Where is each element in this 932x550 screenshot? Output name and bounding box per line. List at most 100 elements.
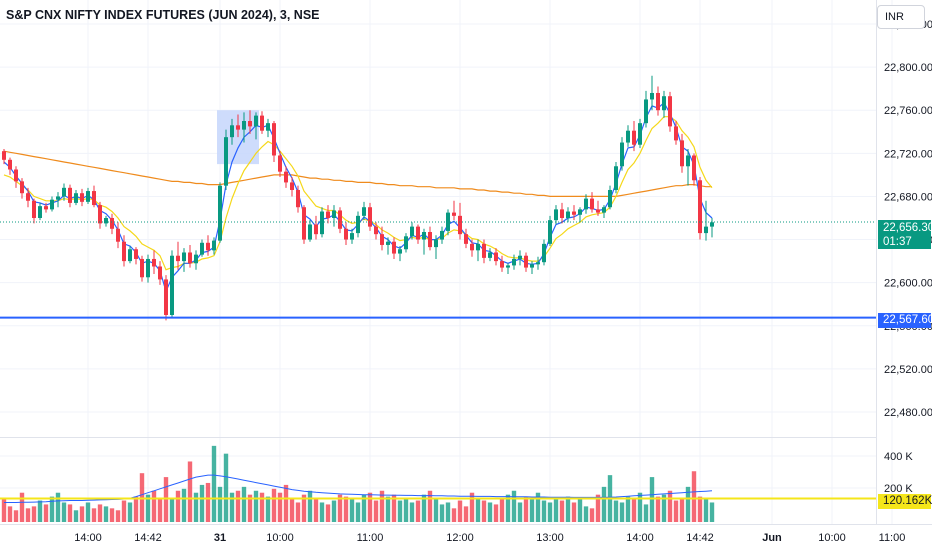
- volume-bar[interactable]: [247, 494, 253, 522]
- volume-bar[interactable]: [301, 494, 307, 522]
- candle[interactable]: [128, 246, 132, 264]
- candle[interactable]: [578, 207, 582, 223]
- candle[interactable]: [56, 192, 60, 208]
- candle[interactable]: [8, 157, 12, 175]
- candle[interactable]: [50, 196, 54, 212]
- volume-bar[interactable]: [571, 502, 577, 522]
- volume-bar[interactable]: [679, 498, 685, 522]
- candle[interactable]: [32, 198, 36, 224]
- volume-bar[interactable]: [709, 502, 715, 522]
- volume-bar[interactable]: [565, 496, 571, 522]
- candle[interactable]: [326, 205, 330, 224]
- volume-bar[interactable]: [373, 500, 379, 522]
- volume-bar[interactable]: [397, 500, 403, 522]
- volume-bar[interactable]: [577, 498, 583, 522]
- volume-bar[interactable]: [187, 461, 193, 522]
- candle[interactable]: [80, 188, 84, 207]
- candle[interactable]: [710, 218, 714, 238]
- candle[interactable]: [542, 239, 546, 266]
- candle[interactable]: [26, 187, 30, 208]
- volume-bar[interactable]: [619, 502, 625, 522]
- volume-bar[interactable]: [115, 510, 121, 522]
- candle[interactable]: [290, 177, 294, 197]
- time-axis[interactable]: 14:00 14:42 31 10:00 11:00 12:00 13:00 14:00 14:…: [74, 532, 905, 544]
- candle[interactable]: [602, 205, 606, 218]
- candle[interactable]: [164, 275, 168, 321]
- volume-bar[interactable]: [127, 502, 133, 522]
- candle[interactable]: [176, 241, 180, 270]
- candle[interactable]: [518, 250, 522, 266]
- candle[interactable]: [20, 178, 24, 199]
- candle[interactable]: [452, 200, 456, 221]
- volume-bar[interactable]: [463, 506, 469, 522]
- volume-bar[interactable]: [133, 496, 139, 522]
- candle[interactable]: [656, 86, 660, 116]
- volume-bar[interactable]: [439, 504, 445, 522]
- volume-bar[interactable]: [613, 500, 619, 522]
- candle[interactable]: [536, 256, 540, 270]
- candle[interactable]: [674, 121, 678, 145]
- volume-bar[interactable]: [277, 492, 283, 522]
- volume-bar[interactable]: [559, 500, 565, 522]
- volume-bar[interactable]: [13, 510, 19, 522]
- price-axis[interactable]: 22,480.0022,520.0022,560.0022,600.0022,6…: [884, 19, 932, 495]
- volume-bar[interactable]: [391, 494, 397, 522]
- candle[interactable]: [374, 222, 378, 240]
- candle[interactable]: [320, 207, 324, 238]
- volume-bar[interactable]: [625, 496, 631, 522]
- candle[interactable]: [686, 149, 690, 186]
- volume-bar[interactable]: [25, 508, 31, 522]
- currency-selector[interactable]: INR: [877, 5, 925, 29]
- volume-bar[interactable]: [355, 502, 361, 522]
- candle[interactable]: [554, 205, 558, 225]
- volume-bar[interactable]: [1, 498, 7, 522]
- candle[interactable]: [584, 194, 588, 214]
- candle[interactable]: [608, 185, 612, 210]
- volume-bar[interactable]: [553, 498, 559, 522]
- volume-bar[interactable]: [241, 486, 247, 522]
- candle[interactable]: [182, 248, 186, 272]
- volume-bar[interactable]: [205, 482, 211, 522]
- candle[interactable]: [530, 261, 534, 275]
- candle[interactable]: [524, 252, 528, 272]
- candle[interactable]: [440, 226, 444, 244]
- volume-bar[interactable]: [595, 494, 601, 522]
- candle[interactable]: [116, 222, 120, 249]
- candle[interactable]: [14, 166, 18, 188]
- candle[interactable]: [392, 237, 396, 259]
- candle[interactable]: [152, 250, 156, 275]
- volume-bar[interactable]: [307, 490, 313, 522]
- candle[interactable]: [698, 177, 702, 240]
- candle[interactable]: [218, 182, 222, 243]
- candle[interactable]: [362, 201, 366, 221]
- candle[interactable]: [200, 239, 204, 257]
- candle[interactable]: [464, 228, 468, 249]
- candle[interactable]: [638, 118, 642, 148]
- candle[interactable]: [614, 161, 618, 194]
- candle[interactable]: [74, 189, 78, 206]
- volume-bar[interactable]: [79, 506, 85, 522]
- volume-bar[interactable]: [487, 502, 493, 522]
- candle[interactable]: [572, 205, 576, 221]
- volume-bar[interactable]: [31, 506, 37, 522]
- volume-bar[interactable]: [193, 492, 199, 522]
- candle[interactable]: [134, 247, 138, 265]
- volume-bar[interactable]: [61, 502, 67, 522]
- volume-bar[interactable]: [211, 445, 217, 522]
- candle[interactable]: [500, 255, 504, 272]
- volume-bar[interactable]: [253, 490, 259, 522]
- volume-bar[interactable]: [403, 498, 409, 522]
- candle[interactable]: [704, 200, 708, 241]
- candle[interactable]: [278, 151, 282, 178]
- candle[interactable]: [404, 233, 408, 253]
- volume-bar[interactable]: [589, 508, 595, 522]
- volume-bar[interactable]: [667, 490, 673, 522]
- volume-bar[interactable]: [499, 498, 505, 522]
- candle[interactable]: [422, 228, 426, 255]
- candle[interactable]: [284, 166, 288, 188]
- candle[interactable]: [428, 226, 432, 251]
- candle[interactable]: [632, 121, 636, 152]
- volume-bar[interactable]: [229, 492, 235, 522]
- volume-bar[interactable]: [169, 498, 175, 522]
- volume-bar[interactable]: [337, 494, 343, 522]
